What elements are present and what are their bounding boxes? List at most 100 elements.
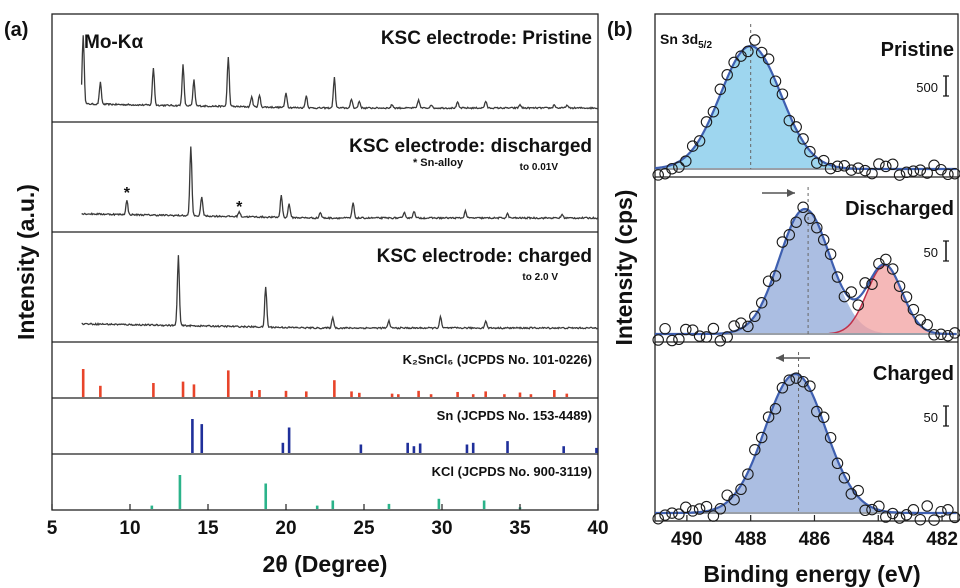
data-point: [811, 221, 823, 234]
data-point: [942, 168, 954, 181]
data-point: [728, 320, 740, 332]
data-point: [680, 501, 692, 514]
data-point: [762, 53, 775, 65]
panel-a-label: (a): [4, 19, 28, 41]
data-point: [852, 299, 864, 311]
data-point: [880, 160, 892, 173]
data-point: [790, 372, 802, 384]
data-point: [900, 291, 913, 303]
data-point: [693, 330, 706, 342]
data-point: [783, 229, 796, 241]
data-point: [928, 514, 940, 526]
data-point: [652, 512, 664, 525]
data-point: [714, 503, 727, 515]
panel-b-label: (b): [607, 19, 633, 41]
potential-note: to 0.01V: [520, 162, 559, 173]
panel-a: (a) KSC electrode: Pristine Mo-Kα KSC elect…: [4, 13, 609, 577]
data-point: [893, 512, 906, 524]
data-point: [728, 56, 740, 69]
shift-arrow-head: [776, 354, 784, 362]
x-tick-label: 5: [47, 518, 58, 539]
data-point: [797, 201, 809, 214]
x-tick-label: 488: [735, 529, 767, 550]
data-point: [817, 234, 830, 246]
fit-envelope: [654, 44, 957, 171]
data-point: [824, 431, 837, 444]
data-point: [693, 135, 706, 147]
x-tick-label: 484: [862, 529, 894, 550]
data-point: [652, 169, 664, 181]
subpanel-title: KSC electrode: discharged: [349, 136, 592, 157]
data-point: [769, 403, 782, 415]
data-point: [852, 484, 864, 497]
data-point: [666, 334, 678, 347]
data-point: [707, 322, 720, 335]
data-point: [817, 411, 830, 424]
data-point: [755, 431, 768, 444]
reference-label: KCl (JCPDS No. 900-3119): [432, 464, 592, 479]
data-point: [804, 380, 816, 392]
data-point: [783, 114, 796, 127]
data-point: [811, 405, 823, 418]
data-point: [852, 162, 864, 174]
data-point: [673, 161, 685, 173]
data-point: [666, 507, 678, 519]
x-tick-label: 482: [926, 529, 958, 550]
fit-envelope: [655, 207, 957, 336]
data-point: [942, 329, 954, 342]
reference-label: K₂SnCl₆ (JCPDS No. 101-0226): [403, 352, 592, 367]
sn-alloy-note: * Sn-alloy: [413, 157, 464, 169]
data-point: [831, 457, 844, 470]
data-point: [755, 46, 768, 59]
subpanel-title: KSC electrode: charged: [377, 246, 592, 267]
alloy-marker: *: [124, 185, 131, 202]
data-point: [873, 500, 885, 513]
data-point: [742, 320, 754, 333]
data-point: [935, 505, 947, 518]
data-point: [866, 167, 878, 180]
data-point: [714, 335, 727, 347]
reference-label: Sn (JCPDS No. 153-4489): [437, 408, 592, 423]
data-point: [921, 500, 933, 512]
panel-a-frame: [51, 13, 599, 511]
data-point: [700, 116, 713, 128]
data-point: [735, 317, 747, 329]
data-point: [659, 322, 671, 335]
data-point: [914, 164, 927, 176]
data-point: [866, 278, 878, 290]
data-point: [673, 508, 685, 520]
data-point: [659, 509, 671, 521]
x-axis-label: 2θ (Degree): [263, 551, 388, 577]
data-point: [707, 510, 720, 522]
data-point: [666, 162, 678, 175]
data-point: [921, 319, 933, 331]
data-point: [907, 504, 920, 516]
data-point: [935, 328, 947, 341]
orbital-title: Sn 3d5/2: [660, 31, 712, 51]
xrd-pattern-line: [80, 35, 599, 110]
data-point: [749, 310, 761, 323]
data-point: [817, 154, 830, 167]
subpanel-title: Charged: [873, 363, 954, 385]
data-point: [845, 164, 858, 176]
data-point: [907, 303, 920, 316]
scale-label: 50: [924, 245, 938, 260]
data-point: [831, 160, 844, 173]
data-point: [700, 500, 713, 513]
data-point: [790, 216, 802, 228]
data-point: [769, 270, 782, 282]
data-point: [900, 166, 913, 179]
data-point: [873, 158, 885, 170]
data-point: [686, 505, 699, 517]
x-tick-label: 30: [431, 518, 452, 539]
radiation-label: Mo-Kα: [84, 32, 143, 53]
scale-label: 50: [924, 410, 938, 425]
data-point: [893, 169, 906, 181]
data-point: [790, 121, 802, 133]
data-point: [762, 411, 775, 423]
data-point: [880, 253, 892, 266]
data-point: [749, 444, 761, 456]
panel-b: (b) Pristine 500 Discharged 50 Charged 50 Sn 3d…: [607, 13, 960, 587]
panel-b-frame: [654, 13, 959, 522]
data-point: [900, 509, 913, 521]
